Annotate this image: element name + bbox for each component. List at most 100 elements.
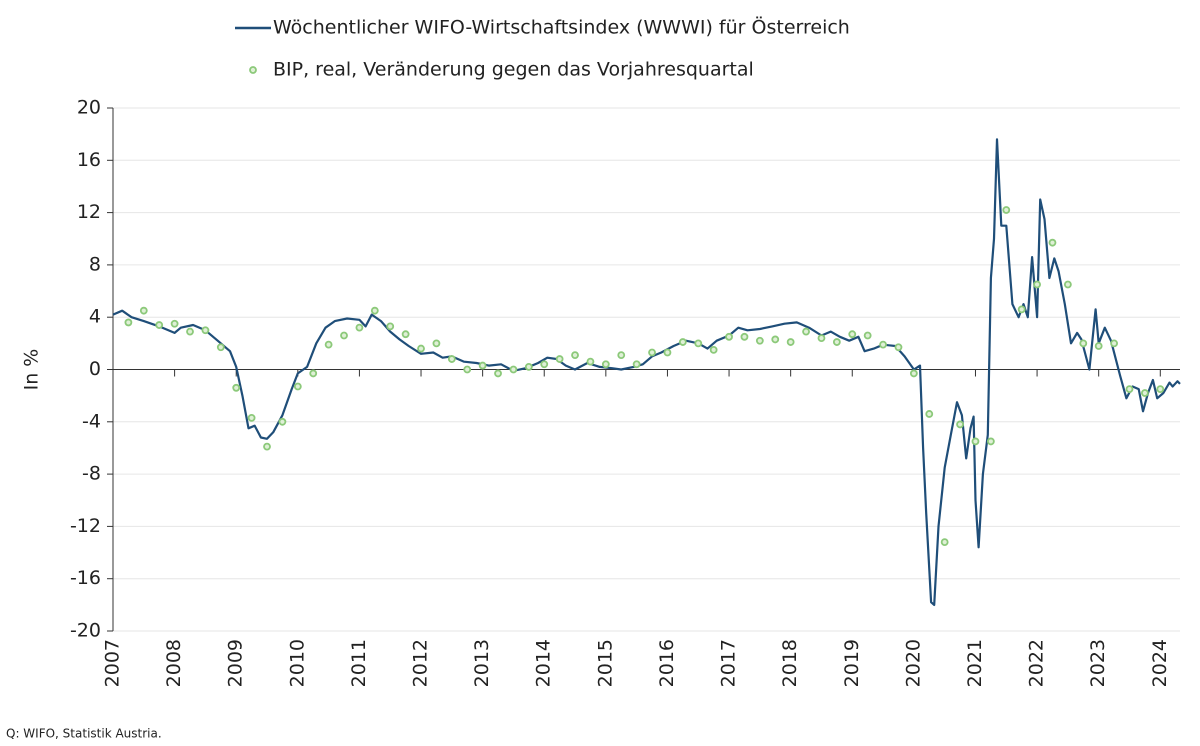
x-tick-label: 2017	[718, 639, 740, 687]
data-point	[170, 319, 179, 328]
data-point	[555, 355, 564, 363]
data-point	[986, 437, 995, 446]
data-point	[201, 326, 210, 335]
y-tick-label: 8	[89, 253, 101, 275]
data-point	[601, 360, 610, 369]
data-point	[186, 327, 194, 336]
x-tick-label: 2015	[594, 639, 616, 687]
x-tick-label: 2013	[471, 639, 493, 687]
data-point	[925, 410, 934, 418]
data-point	[524, 362, 533, 371]
x-tick-label: 2022	[1026, 639, 1048, 687]
y-tick-label: 0	[89, 358, 101, 380]
x-tick-label: 2024	[1149, 639, 1171, 687]
data-point	[632, 360, 641, 369]
legend-label: BIP, real, Veränderung gegen das Vorjahr…	[273, 59, 754, 81]
x-tick-label: 2018	[779, 639, 801, 687]
x-tick-label: 2020	[902, 639, 924, 687]
data-point	[309, 369, 318, 378]
data-point	[124, 318, 133, 327]
data-point	[956, 420, 964, 429]
data-point	[494, 369, 502, 378]
data-point	[370, 306, 379, 315]
data-point	[1017, 305, 1026, 314]
data-point	[1140, 389, 1149, 397]
data-point	[971, 437, 980, 446]
x-tick-label: 2023	[1087, 639, 1109, 687]
data-point	[355, 323, 364, 332]
x-tick-label: 2021	[964, 639, 986, 687]
data-point	[709, 345, 718, 354]
series-line	[112, 138, 1181, 606]
data-point	[1063, 280, 1072, 289]
data-point	[540, 360, 549, 369]
data-point	[802, 327, 810, 336]
data-point	[1110, 339, 1118, 348]
data-point	[155, 321, 164, 329]
data-point	[478, 361, 487, 370]
data-point	[139, 306, 148, 315]
y-tick-label: -20	[70, 620, 101, 642]
data-point	[1094, 342, 1103, 350]
x-tick-label: 2007	[102, 639, 124, 687]
data-point	[447, 355, 456, 363]
data-point	[1156, 385, 1165, 394]
data-point	[278, 417, 287, 426]
data-point	[509, 365, 518, 374]
data-point	[247, 413, 256, 422]
data-point	[755, 336, 764, 345]
x-tick-label: 2008	[163, 639, 185, 687]
data-point	[663, 348, 672, 357]
data-point	[340, 331, 348, 340]
data-point	[216, 343, 225, 352]
data-point	[832, 338, 841, 346]
x-tick-label: 2019	[841, 639, 863, 687]
x-tick-label: 2011	[348, 639, 370, 687]
data-point	[1079, 339, 1088, 348]
data-point	[571, 351, 579, 360]
y-tick-label: 4	[89, 306, 101, 328]
data-point	[879, 340, 887, 349]
legend-swatch	[249, 66, 257, 74]
data-point	[940, 538, 949, 546]
data-point	[694, 339, 703, 348]
data-point	[648, 348, 656, 357]
data-point	[232, 383, 241, 392]
data-point	[401, 330, 410, 339]
data-point	[771, 335, 780, 344]
x-tick-label: 2012	[410, 639, 432, 687]
data-point	[324, 340, 333, 349]
data-point	[1002, 206, 1011, 214]
x-tick-label: 2010	[286, 639, 308, 687]
x-tick-label: 2016	[656, 639, 678, 687]
y-axis-label: In %	[21, 349, 43, 391]
data-point	[1033, 280, 1041, 289]
data-point	[417, 344, 425, 353]
data-point	[617, 351, 626, 360]
data-point	[894, 343, 903, 352]
y-tick-label: -12	[70, 515, 101, 537]
y-tick-label: 16	[77, 149, 101, 171]
data-point	[786, 338, 795, 346]
data-point	[848, 330, 857, 339]
data-point	[463, 365, 472, 374]
data-point	[386, 322, 395, 331]
y-tick-label: 12	[77, 201, 101, 223]
y-tick-label: -16	[70, 567, 101, 589]
data-point	[678, 338, 687, 346]
data-point	[1048, 238, 1057, 247]
legend-label: Wöchentlicher WIFO-Wirtschaftsindex (WWW…	[273, 16, 850, 39]
y-tick-label: -4	[82, 410, 101, 432]
source-note: Q: WIFO, Statistik Austria.	[6, 727, 162, 741]
data-point	[725, 332, 733, 341]
data-point	[263, 442, 271, 451]
data-point	[740, 332, 749, 341]
x-tick-label: 2014	[533, 639, 555, 687]
y-tick-label: 20	[77, 97, 101, 119]
x-tick-label: 2009	[225, 639, 247, 687]
data-point	[909, 369, 918, 378]
data-point	[586, 357, 595, 366]
data-point	[817, 334, 826, 343]
data-point	[432, 339, 441, 348]
